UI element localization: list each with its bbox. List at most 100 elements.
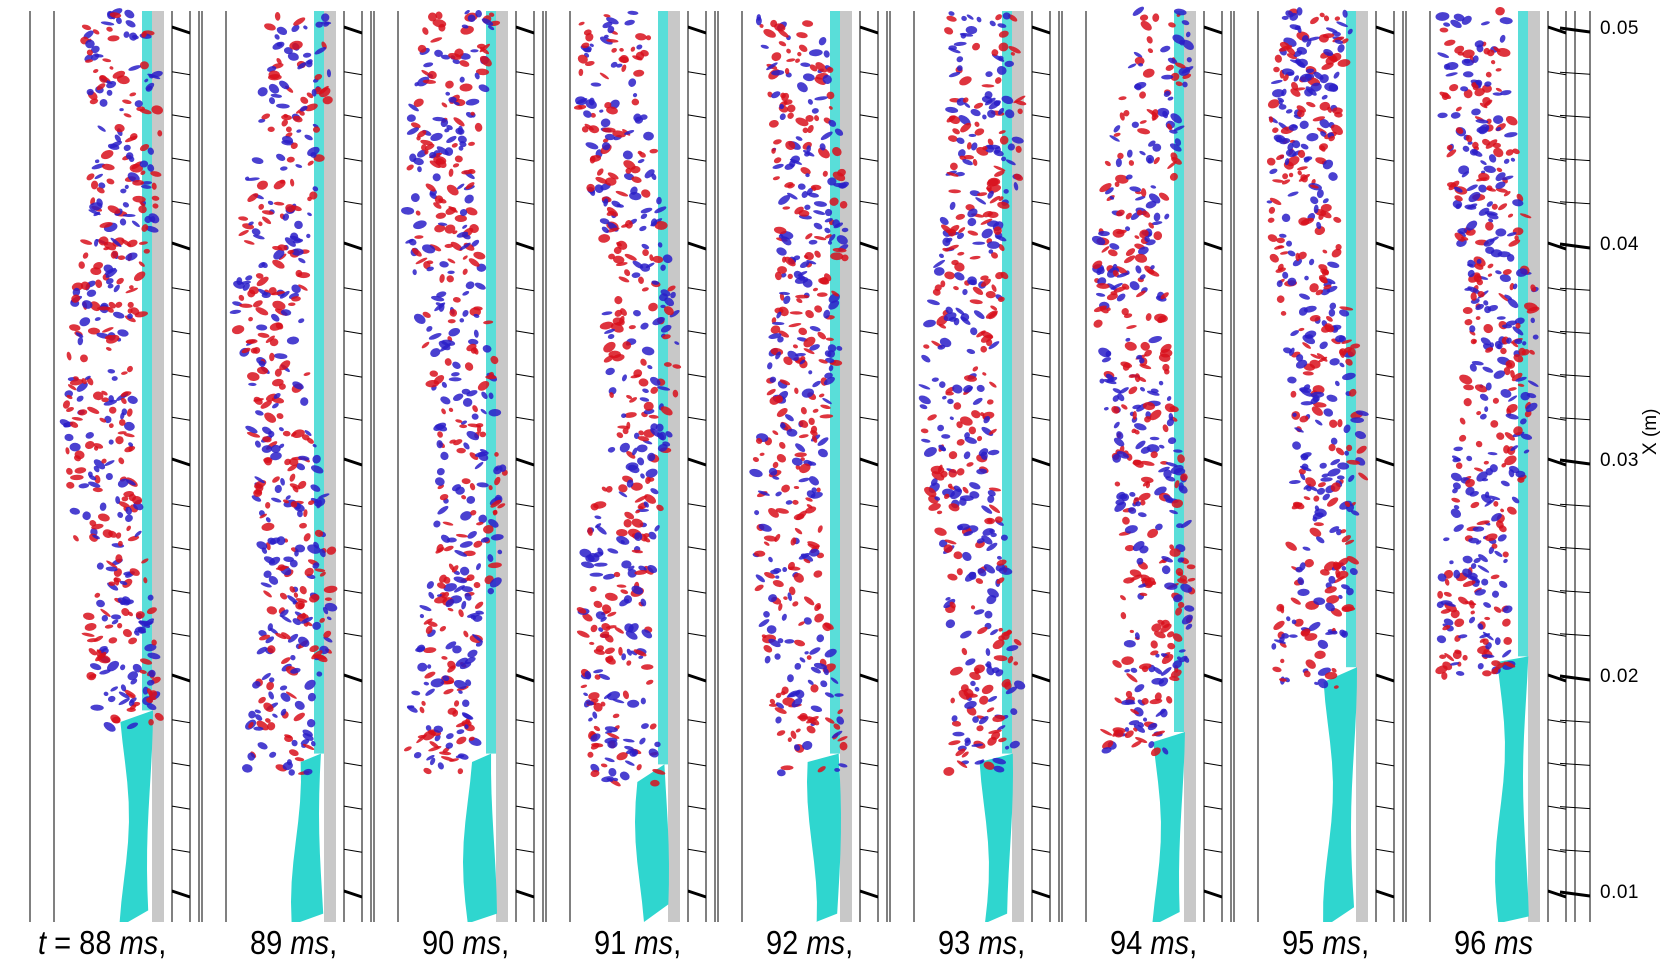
vortex-blob-negative bbox=[939, 381, 946, 388]
vortex-blob-positive bbox=[69, 324, 81, 332]
vortex-blob-negative bbox=[123, 144, 131, 152]
minor-tick bbox=[859, 416, 879, 421]
minor-tick bbox=[687, 373, 707, 378]
vortex-blob-negative bbox=[254, 709, 261, 714]
vortex-blob-positive bbox=[148, 696, 157, 701]
vortex-blob-positive bbox=[267, 645, 276, 654]
wall-strip bbox=[1184, 11, 1196, 922]
vortex-blob-negative bbox=[128, 699, 135, 707]
vortex-blob-negative bbox=[1481, 578, 1489, 586]
vortex-blob-positive bbox=[447, 665, 456, 673]
vortex-blob-positive bbox=[1104, 160, 1111, 167]
vortex-blob-positive bbox=[301, 612, 307, 619]
vortex-blob-negative bbox=[425, 688, 435, 696]
vortex-blob-negative bbox=[69, 507, 81, 515]
vortex-blob-negative bbox=[1323, 408, 1334, 417]
vortex-blob-negative bbox=[972, 397, 983, 405]
vortex-blob-negative bbox=[1499, 17, 1513, 25]
minor-tick bbox=[515, 330, 535, 335]
vortex-blob-positive bbox=[451, 143, 458, 148]
vortex-blob-positive bbox=[635, 33, 647, 41]
vortex-blob-positive bbox=[641, 189, 651, 198]
vortex-blob-positive bbox=[1129, 629, 1135, 633]
vortex-blob-negative bbox=[101, 614, 109, 622]
vortex-blob-negative bbox=[1443, 22, 1451, 27]
vortex-blob-positive bbox=[1273, 66, 1280, 73]
vortex-blob-negative bbox=[781, 613, 787, 621]
major-tick bbox=[1375, 241, 1395, 251]
vortex-blob-negative bbox=[310, 465, 324, 474]
vortex-blob-positive bbox=[99, 74, 108, 83]
vortex-blob-negative bbox=[949, 201, 956, 210]
vortex-blob-negative bbox=[257, 87, 268, 97]
vortex-blob-positive bbox=[1500, 508, 1505, 513]
vortex-blob-positive bbox=[616, 584, 627, 588]
vortex-blob-positive bbox=[986, 707, 995, 713]
vortex-blob-negative bbox=[447, 270, 455, 275]
vortex-blob-positive bbox=[115, 301, 123, 308]
vortex-blob-negative bbox=[124, 421, 135, 431]
vortex-blob-positive bbox=[953, 551, 963, 560]
vortex-blob-positive bbox=[970, 605, 976, 610]
vortex-blob-negative bbox=[464, 10, 470, 15]
snapshot-panel bbox=[29, 8, 200, 922]
vortex-blob-positive bbox=[67, 384, 77, 391]
vortex-blob-negative bbox=[287, 595, 298, 604]
vortex-blob-negative bbox=[632, 93, 638, 98]
minor-tick bbox=[1203, 71, 1223, 76]
vortex-blob-positive bbox=[455, 722, 467, 728]
vortex-blob-negative bbox=[968, 133, 977, 137]
vortex-blob-negative bbox=[603, 573, 616, 580]
vortex-blob-negative bbox=[106, 81, 117, 89]
vortex-blob-positive bbox=[1493, 500, 1499, 507]
vortex-blob-negative bbox=[93, 211, 101, 217]
vortex-blob-positive bbox=[459, 424, 468, 429]
vortex-blob-positive bbox=[1298, 327, 1305, 332]
vortex-blob-negative bbox=[258, 118, 266, 123]
vortex-blob-negative bbox=[813, 201, 827, 207]
vortex-blob-negative bbox=[304, 134, 313, 141]
vortex-blob-negative bbox=[776, 769, 786, 777]
vortex-blob-positive bbox=[1503, 637, 1513, 645]
vortex-blob-negative bbox=[488, 392, 494, 400]
vortex-blob-negative bbox=[474, 461, 484, 470]
vortex-blob-negative bbox=[290, 667, 301, 674]
vortex-blob-positive bbox=[1139, 14, 1149, 21]
vortex-blob-negative bbox=[794, 662, 802, 670]
vortex-blob-positive bbox=[1128, 386, 1138, 395]
major-tick bbox=[687, 241, 707, 251]
vortex-blob-negative bbox=[312, 454, 321, 464]
vortex-blob-negative bbox=[812, 380, 821, 388]
vortex-blob-negative bbox=[624, 760, 635, 766]
major-tick bbox=[687, 889, 707, 899]
vortex-blob-positive bbox=[990, 305, 998, 311]
vortex-blob-negative bbox=[107, 660, 120, 672]
vortex-blob-positive bbox=[473, 251, 486, 260]
vortex-blob-negative bbox=[754, 510, 760, 516]
vortex-blob-positive bbox=[238, 216, 249, 221]
vortex-blob-positive bbox=[123, 491, 134, 497]
vortex-blob-negative bbox=[1160, 45, 1171, 53]
spacer bbox=[798, 924, 806, 961]
time-label-time: 91 bbox=[594, 924, 627, 961]
major-tick bbox=[859, 25, 879, 35]
vortex-blob-negative bbox=[641, 346, 655, 356]
vortex-blob-positive bbox=[126, 365, 133, 373]
vortex-blob-negative bbox=[117, 511, 124, 518]
vortex-blob-positive bbox=[494, 476, 501, 486]
vortex-blob-negative bbox=[452, 645, 462, 654]
spacer bbox=[111, 924, 119, 961]
minor-tick bbox=[859, 848, 879, 853]
vortex-blob-positive bbox=[300, 96, 309, 104]
minor-tick bbox=[1375, 114, 1395, 119]
vortex-blob-positive bbox=[1496, 167, 1503, 173]
vortex-blob-positive bbox=[245, 340, 255, 344]
minor-tick bbox=[687, 157, 707, 162]
major-tick bbox=[343, 457, 363, 467]
vortex-blob-positive bbox=[138, 241, 148, 245]
vortex-blob-negative bbox=[1314, 419, 1323, 426]
vortex-blob-positive bbox=[118, 457, 125, 465]
vortex-blob-positive bbox=[800, 406, 807, 415]
vortex-blob-negative bbox=[457, 135, 467, 144]
vortex-blob-positive bbox=[278, 253, 287, 260]
